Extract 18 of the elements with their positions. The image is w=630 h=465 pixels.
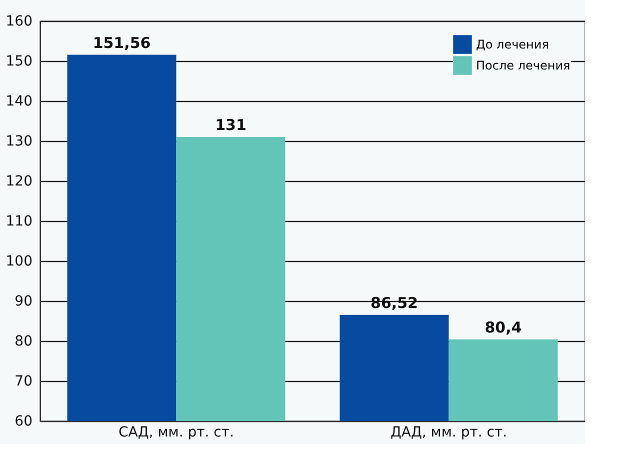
legend-label: До лечения (476, 38, 549, 52)
y-tick-label: 70 (14, 374, 32, 390)
y-tick-label: 120 (6, 174, 32, 190)
y-tick-label: 130 (6, 134, 32, 150)
y-tick-label: 90 (14, 294, 32, 310)
y-tick-label: 100 (6, 254, 32, 270)
y-tick-label: 150 (6, 54, 32, 70)
x-tick-label: САД, мм. рт. ст. (118, 424, 234, 440)
data-label: 131 (215, 116, 246, 134)
x-tick-label: ДАД, мм. рт. ст. (390, 424, 508, 440)
legend-label: После лечения (476, 58, 570, 72)
data-label: 151,56 (92, 34, 151, 52)
y-tick-label: 110 (6, 214, 32, 230)
y-tick-label: 140 (6, 94, 32, 110)
y-tick-label: 160 (6, 14, 32, 30)
y-tick-label: 80 (14, 334, 32, 350)
data-label: 80,4 (484, 318, 522, 336)
y-tick-label: 60 (14, 414, 32, 430)
